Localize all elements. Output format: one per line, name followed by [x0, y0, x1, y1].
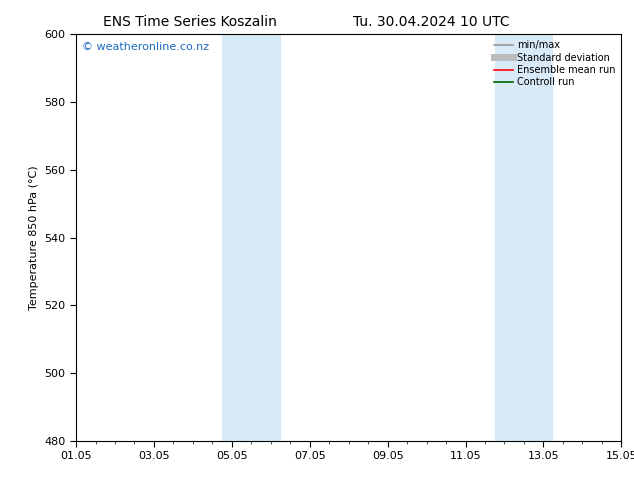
Legend: min/max, Standard deviation, Ensemble mean run, Controll run: min/max, Standard deviation, Ensemble me… — [489, 36, 619, 91]
Text: ENS Time Series Koszalin: ENS Time Series Koszalin — [103, 15, 277, 29]
Bar — [495, 34, 553, 441]
Bar — [222, 34, 280, 441]
Y-axis label: Temperature 850 hPa (°C): Temperature 850 hPa (°C) — [29, 165, 39, 310]
Text: Tu. 30.04.2024 10 UTC: Tu. 30.04.2024 10 UTC — [353, 15, 510, 29]
Text: © weatheronline.co.nz: © weatheronline.co.nz — [82, 43, 209, 52]
